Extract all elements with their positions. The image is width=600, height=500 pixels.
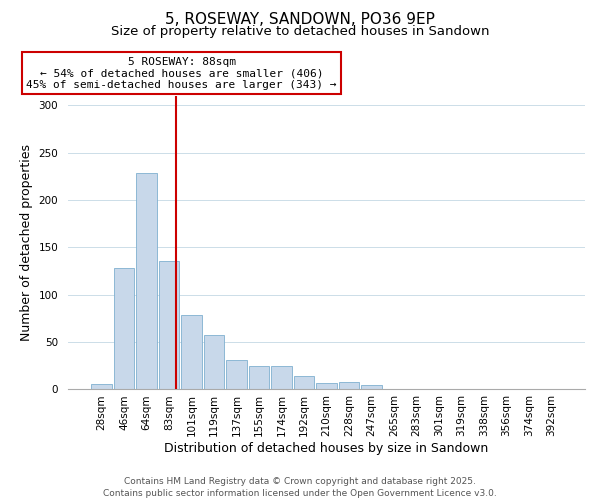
Bar — [294, 376, 314, 390]
Bar — [114, 268, 134, 390]
Bar — [136, 172, 157, 390]
Bar — [361, 384, 382, 390]
Bar — [91, 384, 112, 390]
Y-axis label: Number of detached properties: Number of detached properties — [20, 144, 33, 341]
Bar — [384, 388, 404, 390]
Bar — [204, 336, 224, 390]
Bar — [159, 260, 179, 390]
Bar — [339, 382, 359, 390]
Bar — [271, 366, 292, 390]
Bar — [181, 314, 202, 390]
Text: 5, ROSEWAY, SANDOWN, PO36 9EP: 5, ROSEWAY, SANDOWN, PO36 9EP — [165, 12, 435, 28]
Bar — [226, 360, 247, 390]
Bar — [249, 366, 269, 390]
Text: Size of property relative to detached houses in Sandown: Size of property relative to detached ho… — [111, 25, 489, 38]
Text: Contains HM Land Registry data © Crown copyright and database right 2025.
Contai: Contains HM Land Registry data © Crown c… — [103, 476, 497, 498]
Bar — [316, 383, 337, 390]
Text: 5 ROSEWAY: 88sqm
← 54% of detached houses are smaller (406)
45% of semi-detached: 5 ROSEWAY: 88sqm ← 54% of detached house… — [26, 57, 337, 90]
X-axis label: Distribution of detached houses by size in Sandown: Distribution of detached houses by size … — [164, 442, 488, 455]
